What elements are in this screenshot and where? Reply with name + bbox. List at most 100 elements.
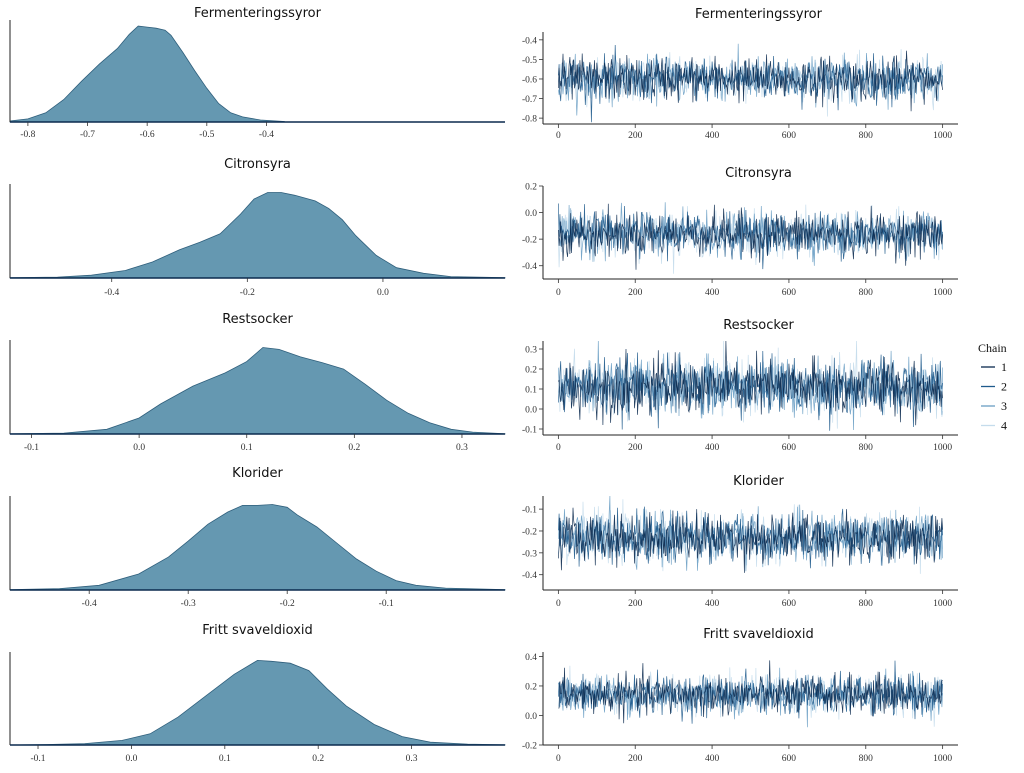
density-x-tick-label: 0.1 [219,754,231,764]
trace-y-tick-label: -0.4 [522,36,537,46]
trace-y-tick-label: 0.2 [525,183,537,193]
trace-y-tick-label: 0.4 [525,653,537,663]
density-title: Fritt svaveldioxid [202,623,313,638]
trace-y-tick-label: 0.2 [525,366,537,376]
trace-x-tick-label: 400 [705,599,720,609]
trace-y-tick-label: -0.6 [522,75,537,85]
trace-title: Klorider [733,474,784,489]
trace-panel: Fermenteringssyror -0.8 -0.7 -0.6 -0.5 -0.4 0 2… [522,7,958,141]
trace-x-tick-label: 200 [628,754,643,764]
trace-x-tick-label: 0 [556,599,561,609]
trace-x-tick-label: 0 [556,754,561,764]
trace-x-tick-label: 400 [705,443,720,453]
legend-label-chain-4: 4 [1001,419,1007,433]
trace-x-tick-label: 600 [782,131,797,141]
trace-line-chain-1 [558,50,943,112]
trace-x-tick-label: 600 [782,754,797,764]
trace-title: Fermenteringssyror [695,7,823,22]
trace-line-chain-1 [558,340,943,426]
density-x-tick-label: -0.6 [140,130,155,140]
trace-title: Fritt svaveldioxid [703,627,814,642]
trace-x-tick-label: 400 [705,288,720,298]
chain-legend: Chain 1 2 3 4 [978,341,1007,433]
density-x-tick-label: -0.4 [104,288,119,298]
trace-line-chain-1 [558,507,943,573]
trace-title: Citronsyra [725,166,792,181]
trace-x-tick-label: 0 [556,443,561,453]
trace-y-tick-label: -0.8 [522,115,537,125]
density-x-tick-label: 0.1 [241,443,253,453]
legend-label-chain-2: 2 [1001,380,1007,394]
density-panel: Fritt svaveldioxid -0.1 0.0 0.1 0.2 0.3 [9,623,506,764]
density-panel: Klorider -0.4 -0.3 -0.2 -0.1 [9,466,506,609]
trace-x-tick-label: 800 [859,754,874,764]
trace-x-tick-label: 1000 [933,288,952,298]
trace-x-tick-label: 200 [628,443,643,453]
trace-x-tick-label: 200 [628,599,643,609]
trace-x-tick-label: 800 [859,599,874,609]
trace-x-tick-label: 600 [782,288,797,298]
trace-x-tick-label: 1000 [933,443,952,453]
density-x-tick-label: -0.4 [259,130,274,140]
trace-y-tick-label: 0.0 [525,406,537,416]
trace-y-tick-label: -0.7 [522,95,537,105]
density-area [9,25,285,123]
trace-x-tick-label: 800 [859,288,874,298]
density-x-tick-label: -0.4 [82,599,97,609]
density-x-tick-label: 0.0 [133,443,145,453]
trace-x-tick-label: 1000 [933,599,952,609]
trace-y-tick-label: 0.2 [525,682,537,692]
density-x-tick-label: -0.1 [30,754,45,764]
trace-panel: Restsocker -0.1 0.0 0.1 0.2 0.3 0 200 400 600 800 1… [522,318,958,453]
trace-panel: Klorider -0.4 -0.3 -0.2 -0.1 0 200 400 600 800 100… [522,474,958,609]
density-title: Citronsyra [224,157,291,172]
density-x-tick-label: 0.0 [125,754,137,764]
density-x-tick-label: -0.8 [20,130,35,140]
trace-x-tick-label: 800 [859,443,874,453]
trace-x-tick-label: 400 [705,131,720,141]
trace-x-tick-label: 800 [859,131,874,141]
trace-y-tick-label: -0.2 [522,527,537,537]
trace-x-tick-label: 600 [782,443,797,453]
density-x-tick-label: -0.2 [280,599,295,609]
trace-y-tick-label: -0.1 [522,426,537,436]
density-x-tick-label: 0.2 [312,754,324,764]
density-panel: Fermenteringssyror -0.8 -0.7 -0.6 -0.5 -0.4 [9,6,505,140]
trace-line-chain-1 [558,203,943,270]
density-area [9,659,506,746]
trace-y-tick-label: -0.2 [522,742,537,752]
trace-y-tick-label: -0.4 [522,571,537,581]
trace-y-tick-label: -0.1 [522,506,537,516]
density-area [9,347,506,435]
density-title: Klorider [232,466,283,481]
density-x-tick-label: -0.1 [379,599,394,609]
density-x-tick-label: 0.3 [456,443,468,453]
trace-line-chain-2 [558,660,943,724]
legend-label-chain-3: 3 [1001,399,1007,413]
trace-x-tick-label: 0 [556,131,561,141]
trace-x-tick-label: 200 [628,131,643,141]
trace-y-tick-label: 0.0 [525,209,537,219]
density-title: Restsocker [222,312,293,327]
trace-panel: Citronsyra -0.4 -0.2 0.0 0.2 0 200 400 600 800 100… [522,166,958,298]
density-panel: Restsocker -0.1 0.0 0.1 0.2 0.3 [9,312,506,453]
density-x-tick-label: -0.5 [199,130,214,140]
legend-title: Chain [978,341,1007,355]
trace-y-tick-label: 0.3 [525,346,537,356]
trace-y-tick-label: 0.1 [525,386,537,396]
trace-y-tick-label: -0.2 [522,236,537,246]
density-x-tick-label: 0.2 [348,443,360,453]
trace-x-tick-label: 600 [782,599,797,609]
trace-y-tick-label: -0.5 [522,56,537,66]
density-panel: Citronsyra -0.4 -0.2 0.0 [9,157,506,298]
trace-title: Restsocker [723,318,794,333]
trace-line-chain-1 [558,660,943,724]
density-x-tick-label: -0.3 [181,599,196,609]
density-x-tick-label: 0.0 [377,288,389,298]
trace-x-tick-label: 400 [705,754,720,764]
legend-label-chain-1: 1 [1001,360,1007,374]
trace-y-tick-label: -0.3 [522,549,537,559]
trace-y-tick-label: -0.4 [522,262,537,272]
trace-x-tick-label: 1000 [933,754,952,764]
